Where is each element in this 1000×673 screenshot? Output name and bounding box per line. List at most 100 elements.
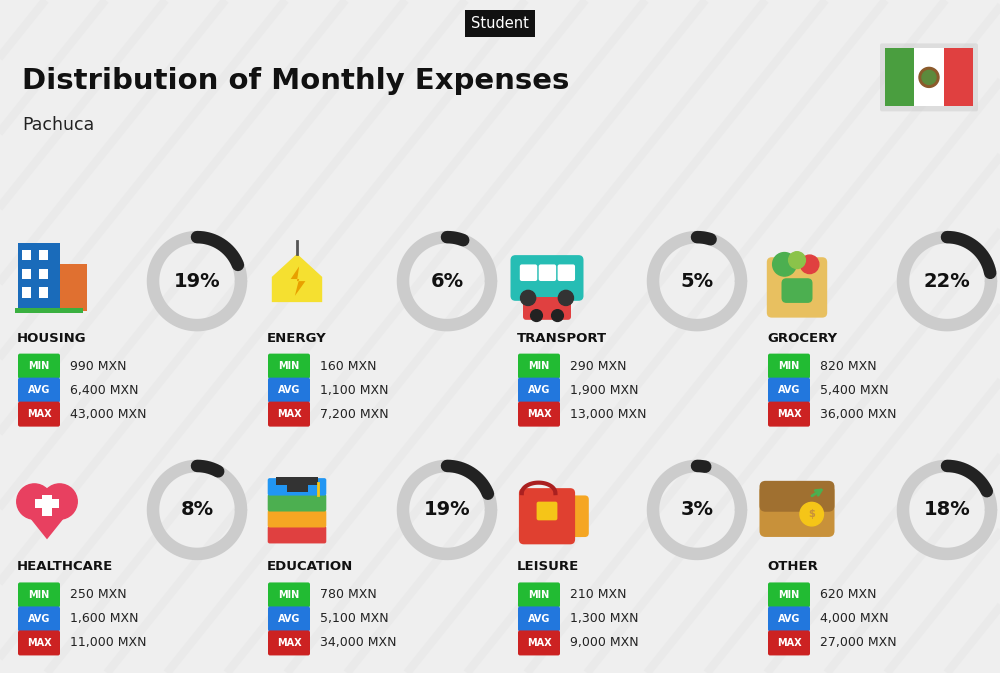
FancyBboxPatch shape	[768, 402, 810, 427]
Text: Student: Student	[471, 16, 529, 31]
FancyBboxPatch shape	[885, 48, 914, 106]
FancyBboxPatch shape	[518, 606, 560, 631]
Text: LEISURE: LEISURE	[517, 561, 579, 573]
Text: $: $	[808, 509, 815, 519]
FancyBboxPatch shape	[268, 402, 310, 427]
Circle shape	[919, 67, 939, 87]
FancyBboxPatch shape	[18, 582, 60, 608]
FancyBboxPatch shape	[15, 308, 83, 313]
Text: MAX: MAX	[277, 409, 301, 419]
FancyBboxPatch shape	[18, 244, 60, 310]
FancyBboxPatch shape	[518, 402, 560, 427]
Text: 780 MXN: 780 MXN	[320, 588, 377, 602]
Text: 250 MXN: 250 MXN	[70, 588, 127, 602]
Text: MAX: MAX	[27, 409, 51, 419]
FancyBboxPatch shape	[268, 606, 310, 631]
Circle shape	[922, 71, 936, 84]
Text: 19%: 19%	[424, 501, 470, 520]
FancyBboxPatch shape	[22, 250, 31, 260]
Text: 1,600 MXN: 1,600 MXN	[70, 612, 138, 625]
FancyBboxPatch shape	[42, 495, 52, 516]
FancyBboxPatch shape	[18, 631, 60, 656]
Text: 7,200 MXN: 7,200 MXN	[320, 408, 389, 421]
FancyBboxPatch shape	[39, 269, 48, 279]
Text: OTHER: OTHER	[767, 561, 818, 573]
Text: MAX: MAX	[27, 638, 51, 648]
FancyBboxPatch shape	[519, 488, 575, 544]
Text: 5,100 MXN: 5,100 MXN	[320, 612, 389, 625]
Text: Pachuca: Pachuca	[22, 116, 94, 133]
Text: 19%: 19%	[174, 272, 220, 291]
FancyBboxPatch shape	[268, 353, 310, 379]
Text: HOUSING: HOUSING	[17, 332, 87, 345]
FancyBboxPatch shape	[60, 264, 87, 310]
Text: MAX: MAX	[777, 409, 801, 419]
Text: 18%: 18%	[924, 501, 970, 520]
Polygon shape	[17, 501, 77, 539]
Text: 36,000 MXN: 36,000 MXN	[820, 408, 896, 421]
Text: 4,000 MXN: 4,000 MXN	[820, 612, 889, 625]
Text: AVG: AVG	[278, 614, 300, 624]
FancyBboxPatch shape	[268, 582, 310, 608]
FancyBboxPatch shape	[22, 287, 31, 298]
FancyBboxPatch shape	[18, 606, 60, 631]
FancyBboxPatch shape	[518, 582, 560, 608]
Circle shape	[552, 310, 563, 322]
FancyBboxPatch shape	[39, 250, 48, 260]
Text: 13,000 MXN: 13,000 MXN	[570, 408, 646, 421]
Text: MIN: MIN	[778, 590, 800, 600]
Text: 1,100 MXN: 1,100 MXN	[320, 384, 388, 396]
Circle shape	[521, 290, 536, 306]
Text: 3%: 3%	[680, 501, 714, 520]
Text: 6,400 MXN: 6,400 MXN	[70, 384, 138, 396]
Text: Distribution of Monthly Expenses: Distribution of Monthly Expenses	[22, 67, 569, 95]
Text: AVG: AVG	[528, 385, 550, 395]
FancyBboxPatch shape	[268, 526, 326, 543]
FancyBboxPatch shape	[287, 483, 308, 493]
FancyBboxPatch shape	[268, 378, 310, 402]
Text: MAX: MAX	[777, 638, 801, 648]
Circle shape	[773, 252, 796, 276]
Text: 8%: 8%	[180, 501, 214, 520]
FancyBboxPatch shape	[518, 631, 560, 656]
Text: 11,000 MXN: 11,000 MXN	[70, 637, 146, 649]
Text: 290 MXN: 290 MXN	[570, 359, 626, 373]
Text: MIN: MIN	[278, 361, 300, 371]
FancyBboxPatch shape	[39, 287, 48, 298]
Text: 5,400 MXN: 5,400 MXN	[820, 384, 889, 396]
FancyBboxPatch shape	[537, 501, 557, 520]
FancyBboxPatch shape	[268, 478, 326, 495]
FancyBboxPatch shape	[767, 257, 827, 318]
Circle shape	[17, 484, 52, 519]
FancyBboxPatch shape	[768, 353, 810, 379]
Text: AVG: AVG	[278, 385, 300, 395]
Circle shape	[531, 310, 542, 322]
Text: MIN: MIN	[528, 361, 550, 371]
FancyBboxPatch shape	[276, 477, 318, 485]
FancyBboxPatch shape	[18, 378, 60, 402]
FancyBboxPatch shape	[914, 48, 944, 106]
Text: 990 MXN: 990 MXN	[70, 359, 126, 373]
Text: 210 MXN: 210 MXN	[570, 588, 626, 602]
Polygon shape	[272, 254, 322, 302]
FancyBboxPatch shape	[268, 631, 310, 656]
Circle shape	[800, 255, 819, 273]
Text: TRANSPORT: TRANSPORT	[517, 332, 607, 345]
Text: MAX: MAX	[527, 409, 551, 419]
Text: HEALTHCARE: HEALTHCARE	[17, 561, 113, 573]
FancyBboxPatch shape	[18, 353, 60, 379]
FancyBboxPatch shape	[520, 264, 537, 281]
FancyBboxPatch shape	[22, 269, 31, 279]
Circle shape	[789, 252, 805, 269]
Text: 620 MXN: 620 MXN	[820, 588, 876, 602]
FancyBboxPatch shape	[768, 378, 810, 402]
FancyBboxPatch shape	[551, 495, 589, 537]
FancyBboxPatch shape	[523, 297, 571, 320]
FancyBboxPatch shape	[510, 255, 583, 301]
Text: MAX: MAX	[527, 638, 551, 648]
FancyBboxPatch shape	[782, 278, 812, 303]
Text: 43,000 MXN: 43,000 MXN	[70, 408, 146, 421]
FancyBboxPatch shape	[518, 378, 560, 402]
Text: 22%: 22%	[924, 272, 970, 291]
Text: AVG: AVG	[28, 385, 50, 395]
